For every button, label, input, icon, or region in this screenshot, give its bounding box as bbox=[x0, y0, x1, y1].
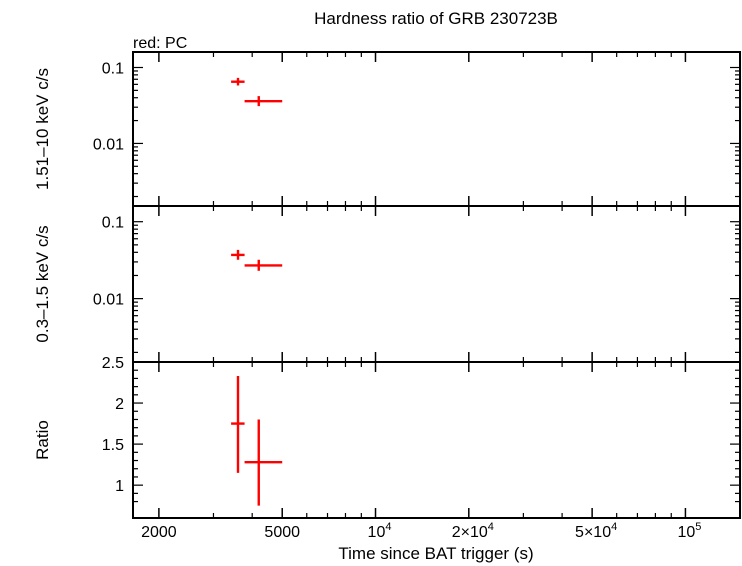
x-tick-label: 105 bbox=[677, 521, 701, 541]
y-tick-label: 0.01 bbox=[93, 136, 124, 153]
data-point bbox=[244, 96, 283, 107]
data-point bbox=[231, 249, 245, 260]
ratio-panel-frame bbox=[132, 361, 741, 519]
soft-band-panel-frame bbox=[132, 205, 741, 363]
data-point bbox=[231, 77, 245, 86]
x-tick-label: 2×104 bbox=[452, 521, 494, 541]
data-point bbox=[231, 375, 245, 473]
y-tick-label: 2.5 bbox=[102, 355, 124, 372]
x-tick-label: 5000 bbox=[264, 524, 300, 541]
legend-note: red: PC bbox=[133, 35, 187, 52]
soft-band-panel-ylabel: 0.3–1.5 keV c/s bbox=[33, 225, 52, 342]
hard-band-panel-ylabel: 1.51–10 keV c/s bbox=[33, 68, 52, 190]
y-tick-label: 0.01 bbox=[93, 292, 124, 309]
x-tick-label: 5×104 bbox=[575, 521, 617, 541]
data-point bbox=[244, 259, 283, 271]
x-tick-label: 2000 bbox=[141, 524, 177, 541]
ratio-panel-ylabel: Ratio bbox=[33, 420, 52, 460]
x-tick-label: 104 bbox=[368, 521, 392, 541]
y-tick-label: 0.1 bbox=[102, 215, 124, 232]
y-tick-label: 0.1 bbox=[102, 61, 124, 78]
y-tick-label: 2 bbox=[115, 396, 124, 413]
y-tick-label: 1 bbox=[115, 478, 124, 495]
plot-area: 0.1 0.01 1.51–10 keV c/s 0.1 0.01 0.3–1.5 keV… bbox=[33, 51, 741, 541]
hard-band-panel-frame bbox=[132, 51, 741, 207]
y-tick-label: 1.5 bbox=[102, 437, 124, 454]
chart-title: Hardness ratio of GRB 230723B bbox=[314, 9, 558, 28]
x-axis-label: Time since BAT trigger (s) bbox=[338, 544, 533, 563]
data-point bbox=[244, 419, 283, 506]
